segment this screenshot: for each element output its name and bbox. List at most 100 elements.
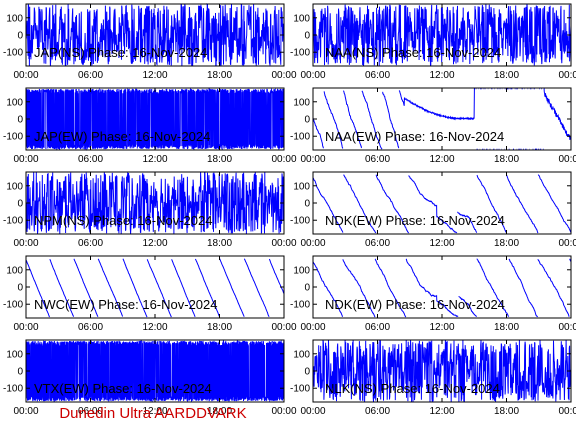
y-tick-label: 100 — [293, 13, 310, 24]
y-tick-label: -100 — [290, 48, 310, 59]
y-tick-label: -100 — [3, 384, 23, 395]
plot-area — [313, 172, 571, 234]
chart-panel: 100 0 -100 00:00 06:00 12:00 18:00 00:00 JAP(NS)… — [3, 2, 297, 81]
y-tick-label: 0 — [304, 115, 310, 126]
x-tick-label: 00:00 — [300, 70, 325, 81]
x-tick-label: 00:00 — [271, 322, 296, 333]
x-tick-label: 18:00 — [207, 406, 232, 417]
chart-panel: 100 0 -100 00:00 06:00 12:00 18:00 00:00 NWC(EW)… — [3, 255, 297, 333]
y-tick-label: -100 — [3, 132, 23, 143]
y-tick-label: 0 — [304, 283, 310, 294]
x-tick-label: 06:00 — [365, 70, 390, 81]
x-tick-label: 00:00 — [558, 406, 576, 417]
x-tick-label: 12:00 — [429, 70, 454, 81]
y-tick-label: 0 — [17, 31, 23, 42]
chart-panel: 1000-10000:0006:0012:0018:0000:00NDK(EW)… — [290, 171, 576, 249]
x-tick-label: 00:00 — [558, 70, 576, 81]
chart-panel: 100 0 -100 00:00 06:00 12:00 18:00 00:00 JAP(EW)… — [3, 87, 297, 165]
phase-trace-line — [312, 258, 572, 318]
x-tick-label: 00:00 — [271, 70, 296, 81]
y-tick-label: -100 — [290, 300, 310, 311]
x-tick-label: 18:00 — [207, 154, 232, 165]
chart-panel: 1000-10000:0006:0012:0018:0000:00NAA(NS)… — [290, 3, 576, 81]
x-tick-label: 00:00 — [558, 238, 576, 249]
x-tick-label: 12:00 — [142, 406, 167, 417]
x-tick-label: 00:00 — [558, 154, 576, 165]
x-tick-label: 18:00 — [494, 322, 519, 333]
x-tick-label: 12:00 — [142, 70, 167, 81]
x-tick-label: 00:00 — [271, 406, 296, 417]
y-tick-label: 100 — [293, 349, 310, 360]
chart-title: NDK(EW) Phase: 16-Nov-2024 — [325, 213, 505, 228]
chart-title: NDK(EW) Phase: 16-Nov-2024 — [325, 297, 505, 312]
x-tick-label: 12:00 — [429, 406, 454, 417]
y-tick-label: 0 — [304, 31, 310, 42]
x-tick-label: 00:00 — [13, 70, 38, 81]
x-tick-label: 06:00 — [365, 322, 390, 333]
chart-title: NWC(EW) Phase: 16-Nov-2024 — [34, 297, 218, 312]
x-tick-label: 06:00 — [78, 238, 103, 249]
x-tick-label: 00:00 — [300, 238, 325, 249]
phase-trace-line — [312, 88, 572, 150]
y-tick-label: 100 — [6, 349, 23, 360]
chart-title: VTX(EW) Phase: 16-Nov-2024 — [34, 381, 212, 396]
x-tick-label: 12:00 — [429, 238, 454, 249]
chart-title: NLK(NS) Phase: 16-Nov-2024 — [325, 381, 500, 396]
y-tick-label: 0 — [17, 115, 23, 126]
y-tick-label: 0 — [304, 367, 310, 378]
chart-panel: 1000-10000:0006:0012:0018:0000:00NAA(EW)… — [290, 87, 576, 165]
x-tick-label: 06:00 — [365, 154, 390, 165]
x-tick-label: 00:00 — [300, 406, 325, 417]
y-tick-label: -100 — [290, 216, 310, 227]
x-tick-label: 00:00 — [13, 322, 38, 333]
y-tick-label: 100 — [293, 265, 310, 276]
chart-title: NPM(NS) Phase: 16-Nov-2024 — [34, 213, 212, 228]
plot-area — [313, 256, 571, 318]
y-tick-label: -100 — [3, 216, 23, 227]
x-tick-label: 06:00 — [78, 70, 103, 81]
x-tick-label: 18:00 — [207, 238, 232, 249]
x-tick-label: 12:00 — [429, 322, 454, 333]
x-tick-label: 00:00 — [271, 154, 296, 165]
footer-label: Dunedin Ultra AARDDVARK — [59, 405, 247, 422]
x-tick-label: 06:00 — [365, 406, 390, 417]
chart-panel: 1000-10000:0006:0012:0018:0000:00NLK(NS)… — [290, 339, 576, 417]
y-tick-label: 0 — [17, 283, 23, 294]
x-tick-label: 00:00 — [271, 238, 296, 249]
chart-panel: 1000-10000:0006:0012:0018:0000:00NDK(EW)… — [290, 255, 576, 333]
x-tick-label: 18:00 — [494, 154, 519, 165]
x-tick-label: 06:00 — [78, 322, 103, 333]
phase-trace-line — [312, 174, 572, 234]
y-tick-label: 100 — [293, 181, 310, 192]
phase-trace-line — [25, 258, 285, 318]
x-tick-label: 18:00 — [207, 70, 232, 81]
y-tick-label: -100 — [3, 48, 23, 59]
y-tick-label: 100 — [6, 181, 23, 192]
x-tick-label: 12:00 — [429, 154, 454, 165]
y-tick-label: 0 — [304, 199, 310, 210]
chart-title: JAP(NS) Phase: 16-Nov-2024 — [34, 45, 207, 60]
x-tick-label: 00:00 — [13, 154, 38, 165]
x-tick-label: 06:00 — [78, 406, 103, 417]
x-tick-label: 18:00 — [494, 406, 519, 417]
plot-area — [26, 256, 284, 318]
y-tick-label: -100 — [290, 132, 310, 143]
x-tick-label: 18:00 — [207, 322, 232, 333]
y-tick-label: 0 — [17, 199, 23, 210]
y-tick-label: 100 — [6, 265, 23, 276]
x-tick-label: 00:00 — [300, 322, 325, 333]
y-tick-label: 100 — [6, 13, 23, 24]
x-tick-label: 12:00 — [142, 322, 167, 333]
y-tick-label: -100 — [290, 384, 310, 395]
x-tick-label: 00:00 — [300, 154, 325, 165]
chart-title: JAP(EW) Phase: 16-Nov-2024 — [34, 129, 210, 144]
y-tick-label: -100 — [3, 300, 23, 311]
plot-area — [313, 88, 571, 150]
chart-panel: 100 0 -100 00:00 06:00 12:00 18:00 00:00 VTX(EW)… — [3, 339, 297, 417]
x-tick-label: 18:00 — [494, 238, 519, 249]
y-tick-label: 0 — [17, 367, 23, 378]
chart-title: NAA(EW) Phase: 16-Nov-2024 — [325, 129, 504, 144]
x-tick-label: 12:00 — [142, 238, 167, 249]
x-tick-label: 12:00 — [142, 154, 167, 165]
chart-panel: 100 0 -100 00:00 06:00 12:00 18:00 00:00 NPM(NS)… — [3, 171, 297, 249]
